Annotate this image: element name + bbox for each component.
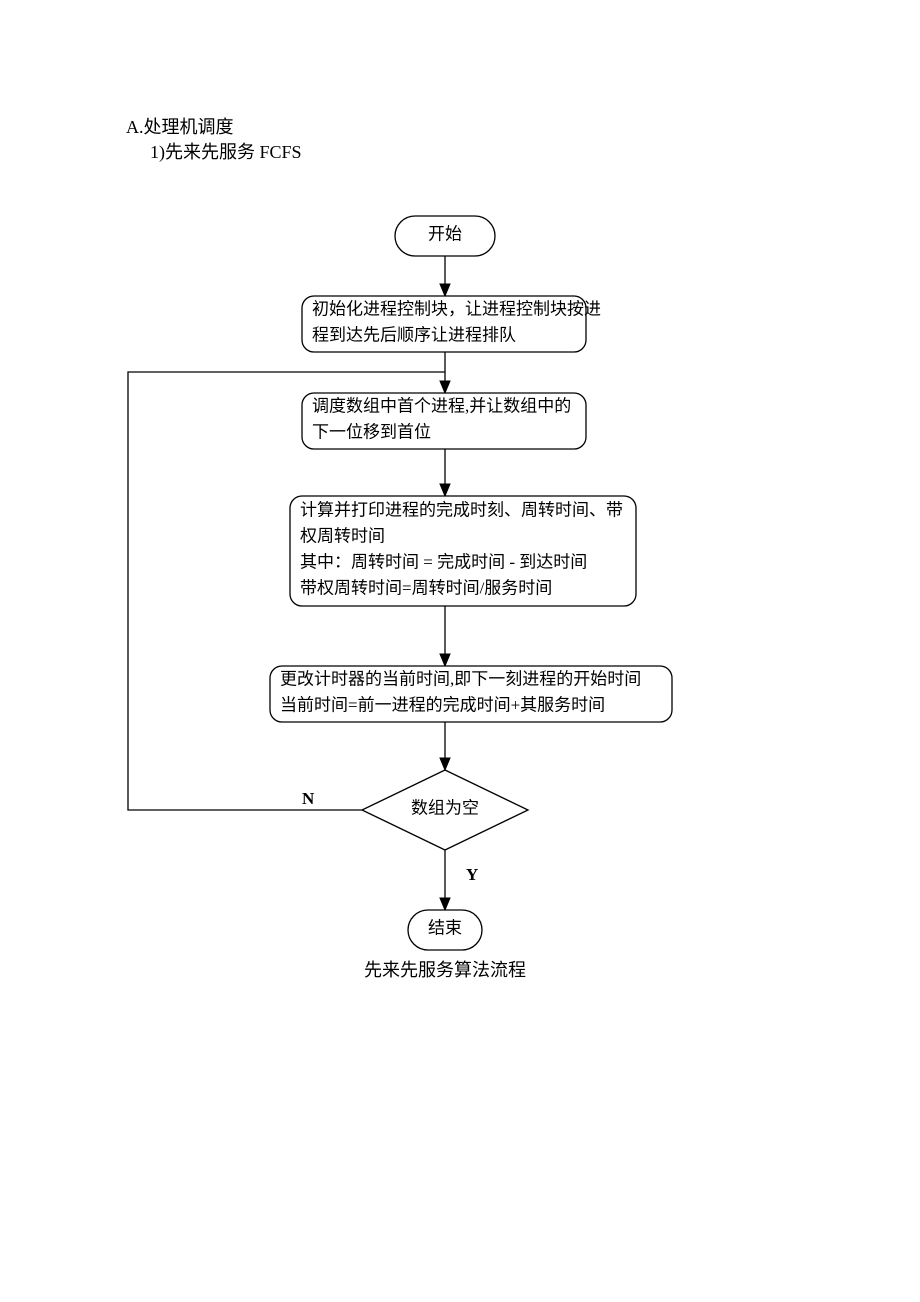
svg-text:计算并打印进程的完成时刻、周转时间、带: 计算并打印进程的完成时刻、周转时间、带 bbox=[300, 501, 623, 520]
svg-text:当前时间=前一进程的完成时间+其服务时间: 当前时间=前一进程的完成时间+其服务时间 bbox=[280, 696, 605, 715]
svg-text:开始: 开始 bbox=[428, 225, 462, 244]
page: A.处理机调度 1)先来先服务 FCFS YN开始初始化进程控制块，让进程控制块… bbox=[0, 0, 920, 1302]
svg-text:其中：周转时间 = 完成时间 - 到达时间: 其中：周转时间 = 完成时间 - 到达时间 bbox=[300, 553, 587, 572]
flowchart-svg: Y N 开始初始化进程控制块，让进程控制块按进程到达先后顺序让进程排队调度数组中首个… bbox=[0, 0, 920, 1302]
svg-text:程到达先后顺序让进程排队: 程到达先后顺序让进程排队 bbox=[312, 326, 516, 345]
svg-text:结束: 结束 bbox=[428, 919, 462, 938]
svg-text:数组为空: 数组为空 bbox=[411, 799, 479, 818]
svg-text:N: N bbox=[302, 789, 315, 808]
svg-text:更改计时器的当前时间,即下一刻进程的开始时间: 更改计时器的当前时间,即下一刻进程的开始时间 bbox=[280, 670, 641, 689]
flowchart-caption: 先来先服务算法流程 bbox=[360, 956, 530, 982]
svg-text:初始化进程控制块，让进程控制块按进: 初始化进程控制块，让进程控制块按进 bbox=[312, 300, 601, 319]
svg-text:下一位移到首位: 下一位移到首位 bbox=[312, 423, 431, 442]
svg-text:带权周转时间=周转时间/服务时间: 带权周转时间=周转时间/服务时间 bbox=[300, 579, 552, 598]
svg-text:Y: Y bbox=[466, 865, 478, 884]
svg-text:权周转时间: 权周转时间 bbox=[300, 527, 385, 546]
svg-text:调度数组中首个进程,并让数组中的: 调度数组中首个进程,并让数组中的 bbox=[312, 397, 571, 416]
